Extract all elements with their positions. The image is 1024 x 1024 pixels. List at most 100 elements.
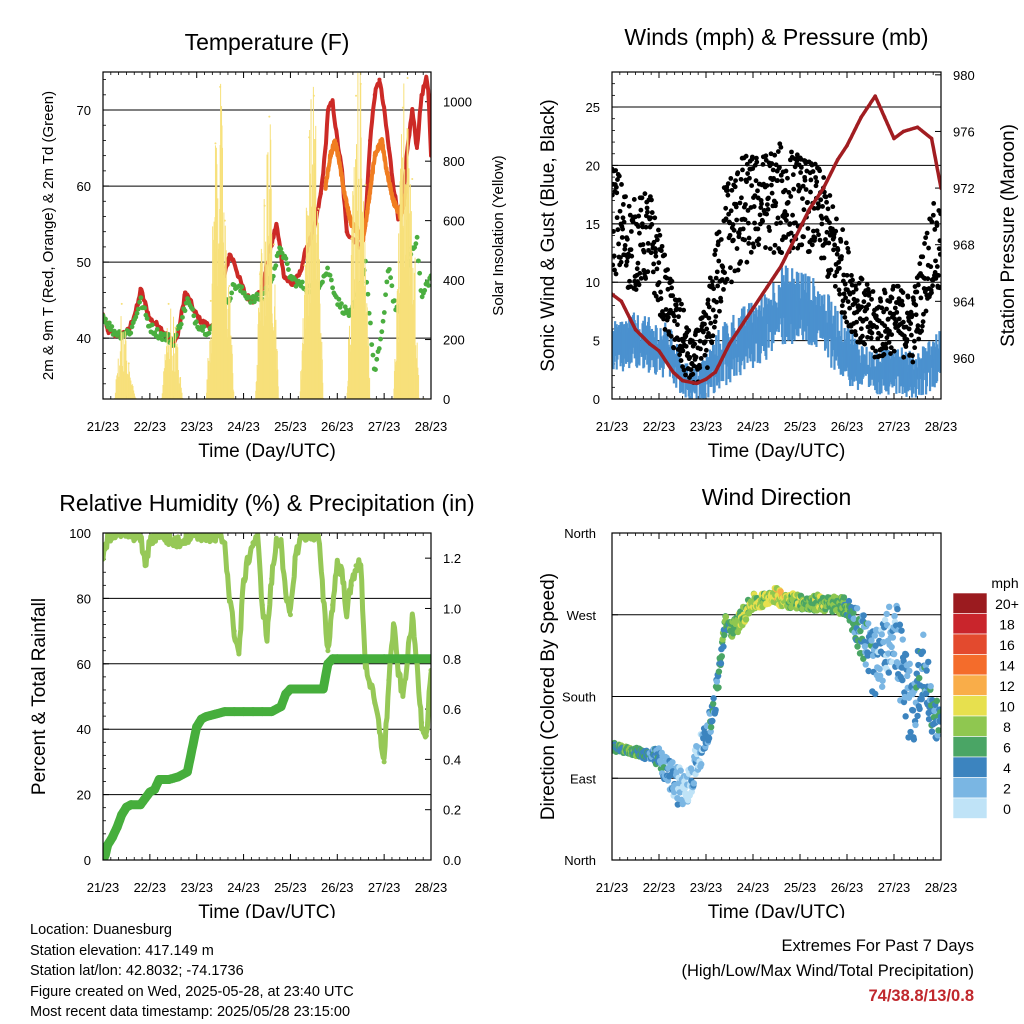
gust-point (808, 177, 814, 183)
gust-point (756, 242, 761, 248)
rh-point (203, 533, 209, 539)
chart-temperature: Temperature (F) 40 50 60 70 0 200 400 600 800 1000… (40, 29, 507, 462)
rh-point (152, 533, 158, 539)
gust-point (656, 227, 661, 233)
dewpoint-point (283, 256, 289, 261)
y-tick-label: 10 (586, 275, 600, 290)
gust-point (823, 237, 828, 242)
gust-point (751, 244, 757, 250)
direction-point (669, 759, 676, 766)
gust-point (803, 187, 809, 192)
gust-point (628, 229, 634, 234)
dewpoint-point (173, 332, 179, 338)
direction-point (889, 634, 897, 641)
extremes-heading: Extremes For Past 7 Days (781, 937, 974, 955)
gust-point (624, 259, 630, 264)
gust-point (740, 226, 746, 232)
gust-point (690, 371, 696, 377)
gust-point (826, 271, 832, 277)
gust-point (938, 211, 941, 217)
station-location: Location: Duanesburg (30, 922, 172, 938)
direction-point (698, 761, 705, 768)
x-tick-label: 21/23 (596, 419, 629, 434)
direction-point (900, 698, 908, 706)
plot-frame (611, 532, 942, 861)
gust-point (716, 229, 722, 235)
rh-point (358, 563, 364, 569)
direction-point (885, 650, 892, 657)
gust-point (638, 207, 644, 213)
gust-point (801, 207, 807, 213)
precip-point (201, 712, 211, 722)
gust-point (926, 245, 931, 251)
solar-point (359, 82, 362, 85)
t2m-point (286, 279, 291, 284)
gust-point (718, 237, 724, 242)
gust-point (745, 171, 751, 176)
gust-point (731, 227, 737, 233)
gust-point (773, 200, 779, 206)
direction-point (713, 678, 721, 685)
precip-point (150, 785, 160, 795)
gust-point (725, 181, 731, 187)
gust-point (671, 345, 677, 351)
gust-point (923, 308, 929, 314)
gust-point (878, 298, 884, 304)
direction-point (705, 734, 713, 742)
gust-point (821, 175, 827, 180)
gust-point (767, 228, 772, 233)
y-tick-label: 25 (586, 100, 600, 115)
gust-point (706, 304, 712, 310)
gust-point (745, 208, 751, 213)
gust-point (740, 167, 745, 173)
gust-point (843, 295, 848, 301)
legend-label: 10 (999, 699, 1015, 715)
gust-point (894, 309, 900, 315)
y2-tick-label: 0 (443, 392, 450, 407)
chart-title: Wind Direction (702, 484, 852, 510)
solar-point (355, 94, 358, 97)
gust-point (711, 324, 717, 330)
direction-point (891, 612, 898, 620)
dewpoint-point (106, 320, 112, 326)
precip-point (220, 707, 230, 717)
gust-point (637, 270, 643, 276)
gust-point (869, 296, 874, 302)
rh-point (428, 667, 431, 673)
dewpoint-point (370, 352, 376, 358)
direction-point (690, 780, 698, 787)
direction-point (916, 674, 923, 682)
direction-point (860, 655, 867, 662)
gust-point (882, 323, 888, 329)
gust-point (707, 275, 713, 281)
gust-point (693, 354, 699, 360)
gust-point (783, 168, 789, 174)
chart-rh_precip: Relative Humidity (%) & Precipitation (i… (29, 490, 475, 918)
rh-point (236, 651, 242, 657)
gust-point (653, 249, 658, 255)
gust-point (869, 330, 875, 336)
gust-point (728, 265, 733, 271)
direction-point (937, 713, 941, 720)
gust-point (929, 290, 934, 296)
gust-point (856, 280, 862, 286)
t2m-point (382, 108, 387, 113)
direction-point (876, 672, 884, 679)
direction-point (907, 728, 914, 736)
gust-point (734, 246, 740, 251)
rh-point (241, 579, 247, 585)
gust-point (622, 246, 628, 252)
dewpoint-point (239, 284, 245, 290)
gust-point (662, 252, 668, 258)
gust-point (732, 184, 738, 190)
gust-point (739, 195, 744, 201)
gust-point (671, 313, 677, 319)
pressure-point (793, 235, 798, 240)
t9m-point (384, 168, 389, 173)
dewpoint-point (374, 356, 380, 362)
gust-point (728, 176, 734, 181)
y2-tick-label: 800 (443, 154, 465, 169)
y-tick-label: North (564, 853, 596, 868)
precip-point (379, 654, 389, 664)
rh-point (419, 720, 425, 726)
